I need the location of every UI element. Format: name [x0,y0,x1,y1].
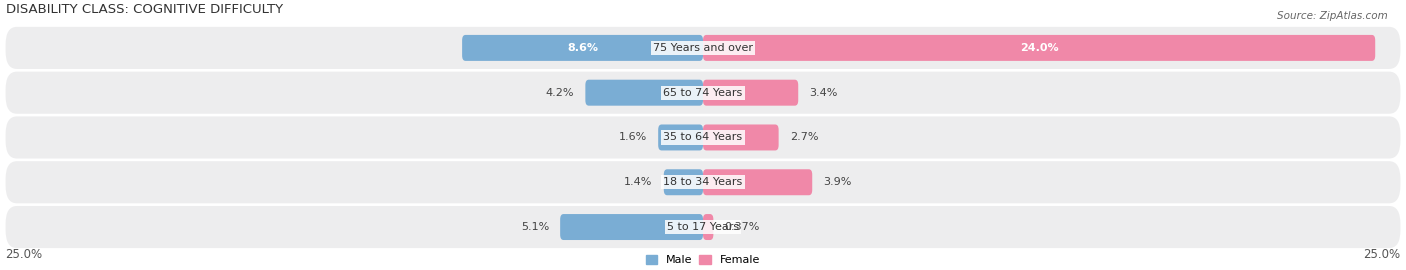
Text: DISABILITY CLASS: COGNITIVE DIFFICULTY: DISABILITY CLASS: COGNITIVE DIFFICULTY [6,3,283,16]
Text: 2.7%: 2.7% [790,133,818,143]
FancyBboxPatch shape [585,80,703,106]
Text: 8.6%: 8.6% [567,43,598,53]
Text: 24.0%: 24.0% [1019,43,1059,53]
Text: 4.2%: 4.2% [546,88,574,98]
FancyBboxPatch shape [703,124,779,150]
FancyBboxPatch shape [560,214,703,240]
Text: 3.4%: 3.4% [810,88,838,98]
FancyBboxPatch shape [703,80,799,106]
Text: Source: ZipAtlas.com: Source: ZipAtlas.com [1277,11,1388,21]
FancyBboxPatch shape [6,27,1400,69]
Text: 5 to 17 Years: 5 to 17 Years [666,222,740,232]
FancyBboxPatch shape [703,214,713,240]
FancyBboxPatch shape [463,35,703,61]
Legend: Male, Female: Male, Female [641,251,765,270]
FancyBboxPatch shape [658,124,703,150]
FancyBboxPatch shape [703,35,1375,61]
FancyBboxPatch shape [703,169,813,195]
Text: 1.6%: 1.6% [619,133,647,143]
Text: 25.0%: 25.0% [6,248,42,261]
Text: 3.9%: 3.9% [824,177,852,187]
Text: 18 to 34 Years: 18 to 34 Years [664,177,742,187]
FancyBboxPatch shape [6,116,1400,158]
Text: 0.37%: 0.37% [724,222,759,232]
FancyBboxPatch shape [664,169,703,195]
Text: 75 Years and over: 75 Years and over [652,43,754,53]
Text: 25.0%: 25.0% [1364,248,1400,261]
FancyBboxPatch shape [6,206,1400,248]
Text: 35 to 64 Years: 35 to 64 Years [664,133,742,143]
Text: 65 to 74 Years: 65 to 74 Years [664,88,742,98]
Text: 5.1%: 5.1% [520,222,548,232]
Text: 1.4%: 1.4% [624,177,652,187]
FancyBboxPatch shape [6,72,1400,114]
FancyBboxPatch shape [6,161,1400,203]
